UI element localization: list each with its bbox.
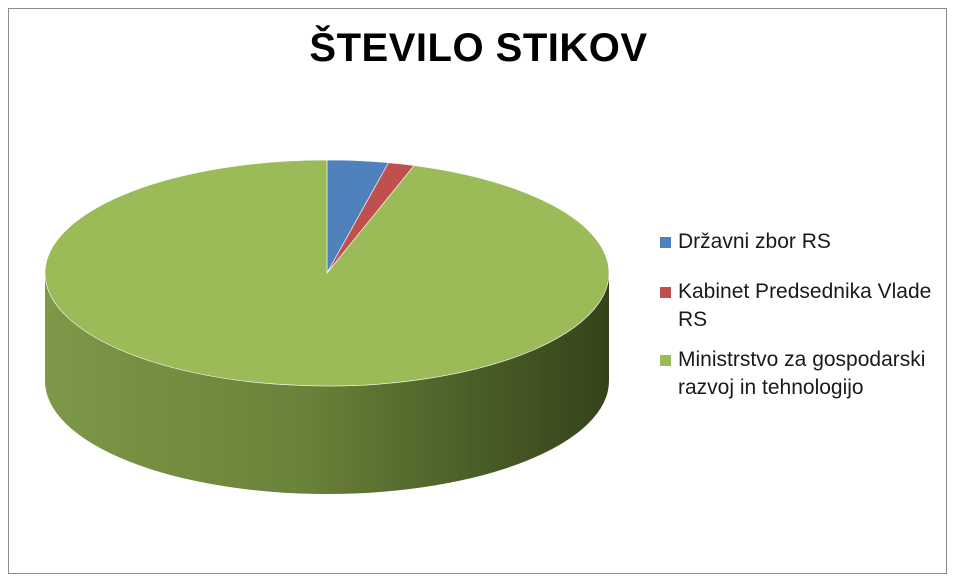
legend-item: Ministrstvo za gospodarski razvoj in teh…	[660, 346, 950, 402]
legend-label: Ministrstvo za gospodarski razvoj in teh…	[678, 348, 926, 399]
legend: Državni zbor RS Kabinet Predsednika Vlad…	[660, 228, 950, 424]
legend-swatch	[660, 355, 671, 366]
legend-swatch	[660, 237, 671, 248]
legend-label: Državni zbor RS	[678, 230, 831, 253]
legend-item: Državni zbor RS	[660, 228, 950, 256]
legend-label: Kabinet Predsednika Vlade RS	[678, 280, 932, 331]
legend-swatch	[660, 287, 671, 298]
pie-slice	[44, 159, 610, 387]
chart-title: ŠTEVILO STIKOV	[309, 26, 648, 70]
legend-item: Kabinet Predsednika Vlade RS	[660, 278, 950, 334]
pie-side-wall	[45, 273, 609, 494]
